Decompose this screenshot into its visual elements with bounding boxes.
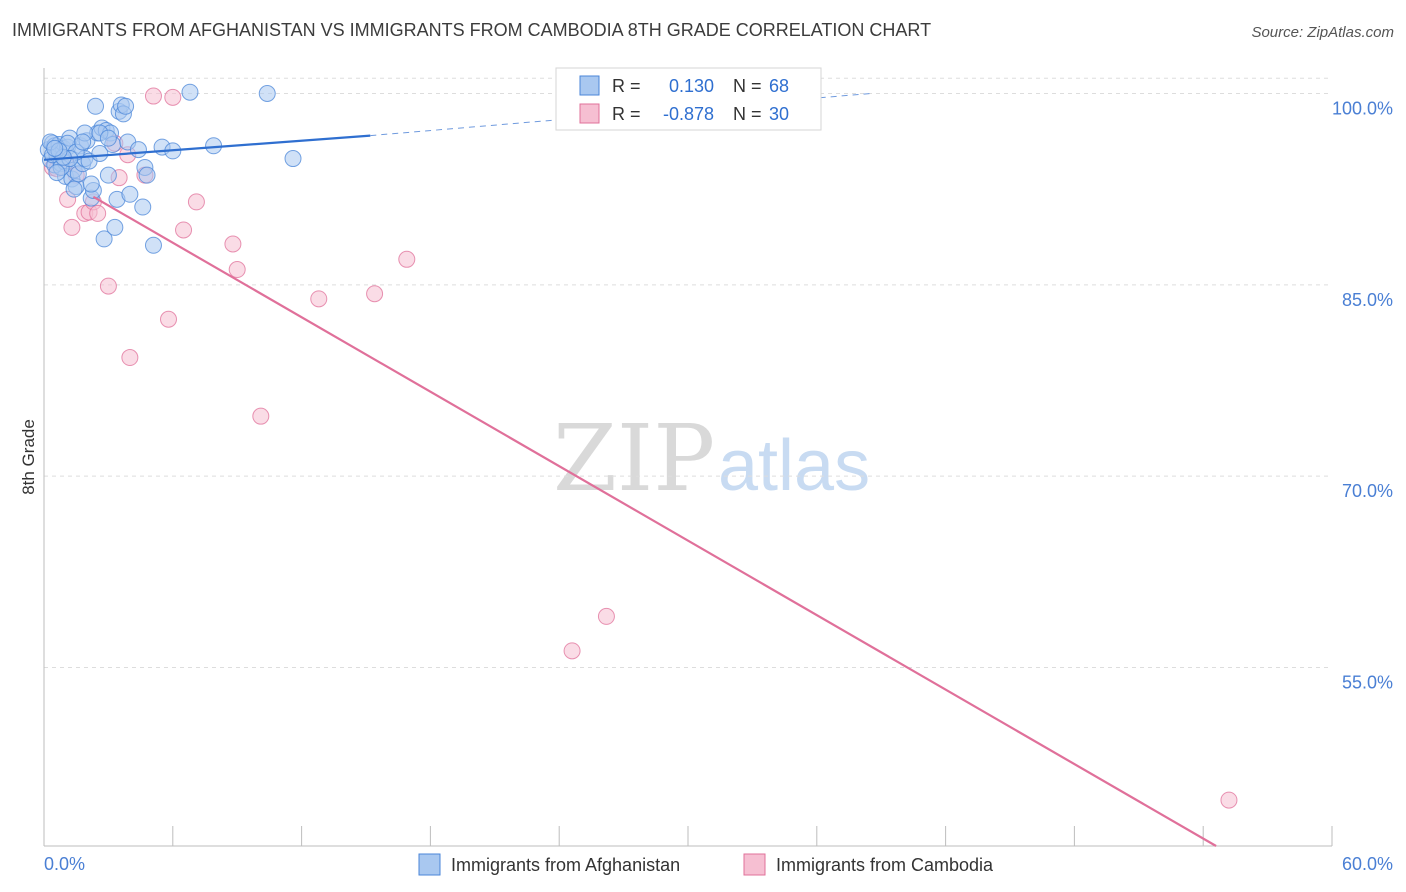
cambodia-point: [398, 250, 416, 268]
cambodia-point: [228, 261, 246, 279]
cambodia-trend-line: [92, 195, 1217, 847]
afghanistan-point: [82, 175, 100, 193]
afghanistan-point: [95, 230, 113, 248]
afghanistan-point: [284, 150, 302, 168]
stats-swatch-afghanistan: [579, 75, 600, 96]
cambodia-point: [366, 285, 384, 303]
cambodia-point: [63, 218, 81, 236]
stats-n-label-afghanistan: N =: [733, 76, 762, 96]
source-label: Source: ZipAtlas.com: [1251, 24, 1394, 41]
afghanistan-point: [181, 83, 199, 101]
cambodia-point: [99, 277, 117, 295]
afghanistan-point: [65, 180, 83, 198]
afghanistan-point: [74, 133, 92, 151]
stats-r-value-afghanistan: 0.130: [669, 76, 714, 96]
stats-r-label-afghanistan: R =: [612, 76, 641, 96]
chart-title: IMMIGRANTS FROM AFGHANISTAN VS IMMIGRANT…: [12, 20, 932, 40]
afghanistan-trend-line: [43, 134, 371, 161]
afghanistan-point: [138, 166, 156, 184]
afghanistan-point: [129, 141, 147, 159]
legend-label-cambodia: Immigrants from Cambodia: [776, 855, 994, 875]
stats-r-value-cambodia: -0.878: [663, 104, 714, 124]
stats-box: R = 0.130 N = 68 R = -0.878 N = 30: [555, 67, 822, 131]
x-tick-label-min: 0.0%: [44, 854, 85, 874]
x-tick-label-max: 60.0%: [1342, 854, 1393, 874]
cambodia-point: [1220, 791, 1238, 809]
afghanistan-points: [39, 83, 302, 254]
y-axis-title: 8th Grade: [19, 419, 38, 495]
y-tick-labels: 55.0% 70.0% 85.0% 100.0%: [1332, 99, 1393, 693]
cambodia-point: [252, 407, 270, 425]
y-tick-label: 85.0%: [1342, 290, 1393, 310]
stats-n-value-cambodia: 30: [769, 104, 789, 124]
y-tick-label: 70.0%: [1342, 481, 1393, 501]
cambodia-point: [144, 87, 162, 105]
gridlines: [44, 77, 1332, 668]
watermark-atlas: atlas: [718, 426, 870, 506]
cambodia-point: [175, 221, 193, 239]
cambodia-point: [563, 642, 581, 660]
afghanistan-point: [99, 166, 117, 184]
legend-swatch-cambodia: [743, 853, 766, 876]
stats-n-label-cambodia: N =: [733, 104, 762, 124]
afghanistan-point: [91, 144, 109, 162]
stats-n-value-afghanistan: 68: [769, 76, 789, 96]
stats-swatch-cambodia: [579, 103, 600, 124]
afghanistan-point: [258, 85, 276, 103]
cambodia-point: [224, 235, 242, 253]
y-tick-label: 55.0%: [1342, 672, 1393, 692]
afghanistan-point: [121, 185, 139, 203]
x-axis-ticks: [43, 826, 1333, 846]
cambodia-point: [597, 607, 615, 625]
cambodia-point: [164, 88, 182, 106]
afghanistan-point: [46, 139, 64, 157]
afghanistan-point: [48, 164, 66, 182]
watermark-zip: ZIP: [553, 405, 715, 512]
cambodia-point: [89, 204, 107, 222]
cambodia-point: [310, 290, 328, 308]
afghanistan-point: [134, 198, 152, 216]
stats-box-frame: [555, 67, 822, 131]
cambodia-point: [187, 193, 205, 211]
stats-r-label-cambodia: R =: [612, 104, 641, 124]
legend-label-afghanistan: Immigrants from Afghanistan: [451, 855, 680, 875]
afghanistan-point: [99, 129, 117, 147]
afghanistan-point: [117, 97, 135, 115]
afghanistan-point: [144, 236, 162, 254]
cambodia-point: [121, 349, 139, 367]
afghanistan-point: [106, 218, 124, 236]
cambodia-point: [160, 310, 178, 328]
afghanistan-point: [87, 97, 105, 115]
legend-swatch-afghanistan: [418, 853, 441, 876]
legend: Immigrants from Afghanistan Immigrants f…: [418, 853, 994, 876]
y-tick-label: 100.0%: [1332, 99, 1393, 119]
